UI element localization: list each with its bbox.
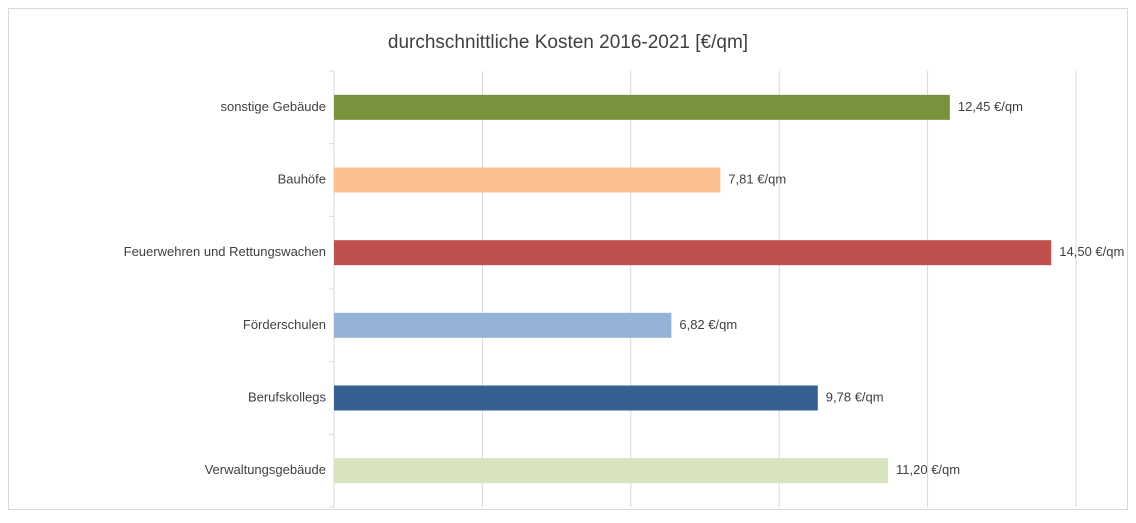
- data-label: 7,81 €/qm: [728, 171, 786, 186]
- data-label: 12,45 €/qm: [958, 99, 1023, 114]
- bar: [334, 94, 950, 120]
- bar: [334, 458, 889, 484]
- y-tick-label: Berufskollegs: [248, 389, 327, 404]
- data-label: 14,50 €/qm: [1059, 244, 1124, 259]
- y-tick-label: Verwaltungsgebäude: [205, 462, 326, 477]
- chart-title: durchschnittliche Kosten 2016-2021 [€/qm…: [388, 32, 748, 53]
- data-label: 11,20 €/qm: [896, 462, 960, 477]
- bar: [334, 167, 721, 193]
- y-tick-label: Feuerwehren und Rettungswachen: [124, 244, 326, 259]
- bar: [334, 312, 672, 338]
- data-label: 9,78 €/qm: [826, 389, 884, 404]
- bar: [334, 240, 1052, 266]
- y-tick-label: Bauhöfe: [278, 171, 326, 186]
- bar: [334, 385, 818, 411]
- data-label: 6,82 €/qm: [679, 317, 737, 332]
- y-tick-label: Förderschulen: [243, 317, 326, 332]
- y-tick-label: sonstige Gebäude: [220, 99, 326, 114]
